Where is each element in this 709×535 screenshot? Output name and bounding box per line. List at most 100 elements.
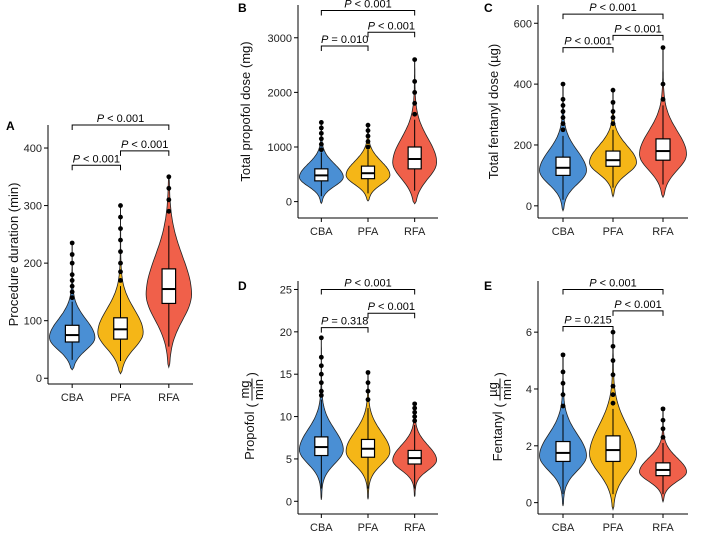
outlier-point xyxy=(69,289,75,295)
sig-bracket xyxy=(320,9,416,16)
outlier-point xyxy=(365,128,371,134)
outlier-point xyxy=(166,208,172,214)
y-tick-label: 1000 xyxy=(268,142,292,154)
sig-label: P < 0.001 xyxy=(368,20,415,32)
panel-letter: C xyxy=(484,1,493,15)
outlier-point xyxy=(318,136,324,142)
outlier-point xyxy=(610,400,616,406)
outlier-point xyxy=(365,397,371,403)
outlier-point xyxy=(610,99,616,105)
panel-letter: D xyxy=(238,279,247,293)
sig-bracket xyxy=(120,150,170,156)
y-tick-label: 6 xyxy=(526,327,532,339)
outlier-point xyxy=(660,426,666,432)
y-tick-label: 100 xyxy=(24,316,42,328)
sig-label: P < 0.001 xyxy=(589,278,636,290)
panel-letter: A xyxy=(6,119,15,133)
outlier-point xyxy=(412,401,418,407)
outlier-point xyxy=(69,278,75,283)
outlier-point xyxy=(166,185,172,191)
sig-bracket xyxy=(71,164,121,171)
outlier-point xyxy=(69,295,75,301)
outlier-point xyxy=(318,354,324,360)
panel-letter: E xyxy=(484,279,492,293)
sig-bracket xyxy=(562,325,614,332)
box-rfa xyxy=(161,268,177,305)
y-unit-numerator: µg xyxy=(485,382,500,397)
sig-bracket xyxy=(320,327,369,333)
outlier-point xyxy=(318,363,324,369)
x-tick-label: RFA xyxy=(652,522,674,534)
outlier-point xyxy=(610,392,616,398)
outlier-point xyxy=(318,371,324,377)
y-tick-label: 200 xyxy=(514,140,532,152)
outlier-point xyxy=(69,252,75,257)
outlier-point xyxy=(560,115,566,120)
y-tick-label: 20 xyxy=(280,327,292,339)
sig-label: P < 0.001 xyxy=(344,0,391,10)
outlier-point xyxy=(560,127,566,133)
box-cba xyxy=(64,324,80,343)
outlier-point xyxy=(69,240,75,246)
outlier-point xyxy=(610,372,616,378)
x-tick-label: PFA xyxy=(603,522,624,534)
y-unit-numerator: mg xyxy=(237,380,252,398)
outlier-point xyxy=(610,121,616,127)
y-tick-label: 2 xyxy=(526,441,532,453)
sig-label: P < 0.001 xyxy=(344,277,391,289)
outlier-point xyxy=(365,133,371,139)
outlier-point xyxy=(412,409,418,415)
box-cba xyxy=(555,156,571,176)
outlier-point xyxy=(412,414,418,419)
outlier-point xyxy=(412,111,418,117)
outlier-point xyxy=(365,122,371,128)
sig-bracket xyxy=(71,124,170,130)
x-tick-label: PFA xyxy=(603,226,624,238)
y-tick-label: 300 xyxy=(24,201,42,213)
sig-bracket xyxy=(320,45,369,51)
y-axis-label-text: Propofol xyxy=(242,411,257,460)
outlier-point xyxy=(365,370,371,375)
outlier-point xyxy=(166,174,172,180)
outlier-point xyxy=(412,57,418,63)
outlier-point xyxy=(560,352,566,358)
panel-c: C 0 200 400 600 Total fentanyl dose (µg) CBA PF… xyxy=(484,1,688,238)
sig-label: P = 0.010 xyxy=(321,34,368,46)
y-axis-label: Total propofol dose (mg) xyxy=(238,41,253,181)
y-tick-label: 5 xyxy=(286,454,292,466)
paren-close: ) xyxy=(244,372,259,376)
x-tick-label: RFA xyxy=(404,226,426,238)
outlier-point xyxy=(412,100,418,106)
panel-letter: B xyxy=(238,1,247,15)
y-tick-label: 400 xyxy=(24,143,42,155)
outlier-point xyxy=(118,278,123,283)
sig-label: P = 0.215 xyxy=(564,314,611,326)
sig-bracket xyxy=(320,288,416,295)
x-tick-label: PFA xyxy=(110,392,131,404)
sig-label: P < 0.001 xyxy=(73,153,120,165)
x-tick-label: CBA xyxy=(61,392,84,404)
sig-label: P < 0.001 xyxy=(614,299,661,311)
y-tick-label: 4 xyxy=(526,384,532,396)
outlier-point xyxy=(365,380,371,386)
box-cba xyxy=(555,440,571,463)
outlier-point xyxy=(660,417,666,423)
y-tick-label: 10 xyxy=(280,412,292,424)
sig-label: P < 0.001 xyxy=(121,139,168,151)
x-tick-label: CBA xyxy=(552,522,575,534)
y-tick-label: 15 xyxy=(280,369,292,381)
y-tick-label: 200 xyxy=(24,258,42,270)
panel-d: D 0 5 10 15 20 25 Propofol (mg min) CBA PFA RFA P = 0… xyxy=(237,277,438,534)
y-unit-denominator: min xyxy=(251,379,266,400)
x-tick-label: CBA xyxy=(310,522,333,534)
outlier-point xyxy=(560,109,566,114)
paren-close: ) xyxy=(492,372,507,376)
outlier-point xyxy=(318,392,324,398)
outlier-point xyxy=(365,139,371,144)
outlier-point xyxy=(365,144,371,150)
outlier-point xyxy=(118,269,123,275)
y-axis-label: Propofol (mg min) xyxy=(237,372,266,460)
y-tick-label: 0 xyxy=(526,201,532,213)
y-axis-label: Fentanyl (µg min) xyxy=(485,372,514,461)
sig-label: P = 0.318 xyxy=(321,316,368,328)
